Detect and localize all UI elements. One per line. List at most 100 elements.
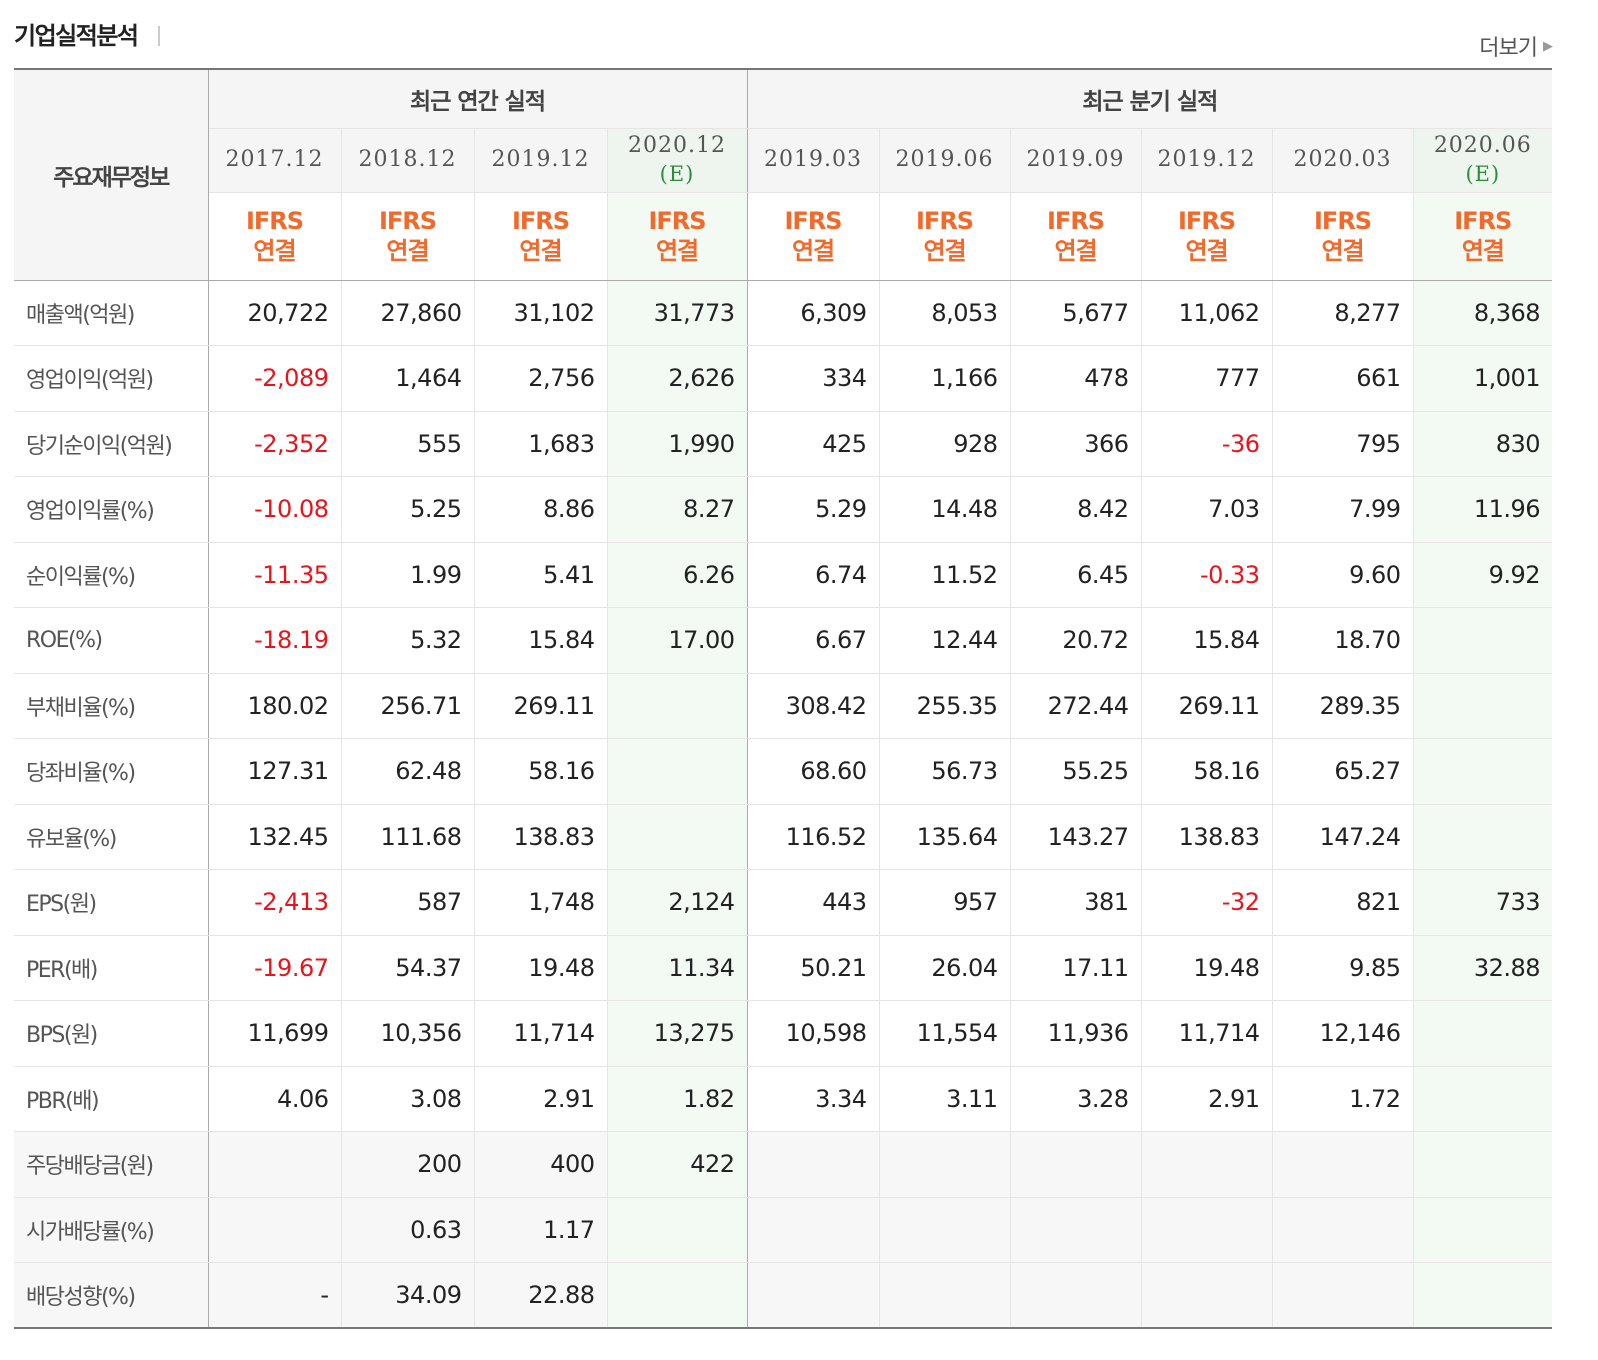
- table-cell: [746, 1262, 880, 1329]
- table-cell: 54.37: [340, 934, 475, 1001]
- table-cell: 19.48: [1140, 934, 1273, 1001]
- table-cell: 50.21: [746, 934, 880, 1001]
- table-cell: 7.99: [1271, 476, 1414, 543]
- row-label: 당기순이익(억원): [14, 410, 209, 477]
- consolidated-label: 연결: [1185, 237, 1228, 265]
- table-row: 주당배당금(원) 200 400 422: [14, 1131, 1553, 1198]
- table-cell: 3.34: [746, 1065, 880, 1132]
- table-cell: 58.16: [1140, 738, 1273, 805]
- table-cell: 58.16: [473, 738, 608, 805]
- table-cell: 68.60: [746, 738, 880, 805]
- table-cell: 289.35: [1271, 672, 1414, 739]
- table-cell: 31,773: [606, 279, 748, 346]
- table-cell: 200: [340, 1131, 475, 1198]
- table-cell: [606, 738, 748, 805]
- row-label: EPS(원): [14, 869, 209, 936]
- table-cell: [1009, 1196, 1142, 1263]
- table-cell: 1.99: [340, 541, 475, 608]
- table-cell: 6.67: [746, 607, 880, 674]
- table-cell: [1271, 1131, 1414, 1198]
- table-cell: 256.71: [340, 672, 475, 739]
- table-cell: 17.00: [606, 607, 748, 674]
- annual-group-header: 최근 연간 실적: [207, 68, 748, 129]
- period-date: 2020.12: [628, 133, 727, 158]
- table-cell: [1412, 1131, 1553, 1198]
- table-cell: 132.45: [207, 803, 342, 870]
- table-cell: 14.48: [878, 476, 1011, 543]
- table-cell: 62.48: [340, 738, 475, 805]
- table-cell: 1,683: [473, 410, 608, 477]
- table-cell: 135.64: [878, 803, 1011, 870]
- row-label: 매출액(억원): [14, 279, 209, 346]
- period-date: 2018.12: [358, 147, 457, 172]
- table-cell: 733: [1412, 869, 1553, 936]
- table-cell: 15.84: [1140, 607, 1273, 674]
- table-cell: 18.70: [1271, 607, 1414, 674]
- table-cell: 11,699: [207, 1000, 342, 1067]
- table-cell: 11,714: [1140, 1000, 1273, 1067]
- table-cell: 31,102: [473, 279, 608, 346]
- table-cell: 19.48: [473, 934, 608, 1001]
- table-cell: 11,062: [1140, 279, 1273, 346]
- table-cell: 795: [1271, 410, 1414, 477]
- table-cell: -18.19: [207, 607, 342, 674]
- table-cell: [1140, 1131, 1273, 1198]
- table-row: ROE(%) -18.19 5.32 15.84 17.00 6.67 12.44 20.72…: [14, 607, 1553, 674]
- table-cell: 9.85: [1271, 934, 1414, 1001]
- ifrs-label: IFRS: [648, 207, 706, 235]
- ifrs-consolidated-label: IFRS 연결: [878, 191, 1011, 281]
- ifrs-label: IFRS: [1047, 207, 1105, 235]
- table-cell: 5.25: [340, 476, 475, 543]
- ifrs-consolidated-label: IFRS 연결: [606, 191, 748, 281]
- table-cell: 2,626: [606, 345, 748, 412]
- consolidated-label: 연결: [655, 237, 699, 265]
- table-cell: 443: [746, 869, 880, 936]
- row-label: 주당배당금(원): [14, 1131, 209, 1198]
- period-date: 2017.12: [225, 147, 324, 172]
- period-header: 2019.12: [1140, 127, 1273, 193]
- table-cell: 400: [473, 1131, 608, 1198]
- table-cell: 3.08: [340, 1065, 475, 1132]
- table-row: 부채비율(%) 180.02 256.71 269.11 308.42 255.35 272…: [14, 672, 1553, 739]
- table-cell: 32.88: [1412, 934, 1553, 1001]
- table-cell: -0.33: [1140, 541, 1273, 608]
- table-cell: [1412, 1000, 1553, 1067]
- table-cell: 10,356: [340, 1000, 475, 1067]
- period-date: 2019.06: [895, 147, 994, 172]
- table-row: 영업이익률(%) -10.08 5.25 8.86 8.27 5.29 14.48 8.42 7…: [14, 476, 1553, 543]
- row-label: 시가배당률(%): [14, 1196, 209, 1263]
- row-label: 배당성향(%): [14, 1262, 209, 1329]
- table-cell: [1009, 1131, 1142, 1198]
- table-cell: 9.60: [1271, 541, 1414, 608]
- title-divider: [158, 26, 160, 46]
- table-cell: [1412, 607, 1553, 674]
- table-cell: 269.11: [1140, 672, 1273, 739]
- period-header: 2019.03: [746, 127, 880, 193]
- table-cell: 10,598: [746, 1000, 880, 1067]
- table-cell: 11,554: [878, 1000, 1011, 1067]
- more-link[interactable]: 더보기 ▶: [1479, 30, 1553, 62]
- table-cell: 928: [878, 410, 1011, 477]
- row-label: 순이익률(%): [14, 541, 209, 608]
- table-cell: 0.63: [340, 1196, 475, 1263]
- ifrs-consolidated-label: IFRS 연결: [1271, 191, 1414, 281]
- table-cell: -32: [1140, 869, 1273, 936]
- table-cell: 12.44: [878, 607, 1011, 674]
- table-cell: 5.29: [746, 476, 880, 543]
- ifrs-consolidated-label: IFRS 연결: [746, 191, 880, 281]
- table-cell: [1009, 1262, 1142, 1329]
- table-cell: 34.09: [340, 1262, 475, 1329]
- table-cell: 8.27: [606, 476, 748, 543]
- table-cell: -: [207, 1262, 342, 1329]
- period-date: 2019.12: [1157, 147, 1256, 172]
- table-cell: 1.82: [606, 1065, 748, 1132]
- table-cell: 8,053: [878, 279, 1011, 346]
- table-cell: -11.35: [207, 541, 342, 608]
- table-cell: [878, 1131, 1011, 1198]
- table-cell: 5,677: [1009, 279, 1142, 346]
- table-cell: 366: [1009, 410, 1142, 477]
- table-cell: 478: [1009, 345, 1142, 412]
- table-cell: 555: [340, 410, 475, 477]
- table-cell: 1,001: [1412, 345, 1553, 412]
- table-cell: 4.06: [207, 1065, 342, 1132]
